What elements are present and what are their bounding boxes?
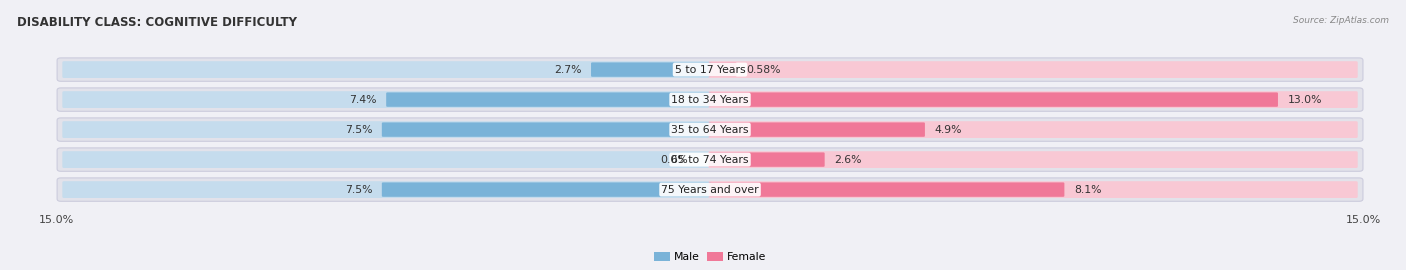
FancyBboxPatch shape xyxy=(62,151,711,168)
Text: 5 to 17 Years: 5 to 17 Years xyxy=(675,65,745,75)
FancyBboxPatch shape xyxy=(591,62,711,77)
Text: 8.1%: 8.1% xyxy=(1074,185,1101,195)
FancyBboxPatch shape xyxy=(709,183,1064,197)
FancyBboxPatch shape xyxy=(709,62,737,77)
FancyBboxPatch shape xyxy=(709,91,1358,108)
Text: 4.9%: 4.9% xyxy=(935,124,962,135)
Text: 75 Years and over: 75 Years and over xyxy=(661,185,759,195)
FancyBboxPatch shape xyxy=(58,58,1362,81)
FancyBboxPatch shape xyxy=(387,92,711,107)
Text: 65 to 74 Years: 65 to 74 Years xyxy=(671,155,749,165)
FancyBboxPatch shape xyxy=(382,183,711,197)
FancyBboxPatch shape xyxy=(62,121,711,138)
Text: DISABILITY CLASS: COGNITIVE DIFFICULTY: DISABILITY CLASS: COGNITIVE DIFFICULTY xyxy=(17,16,297,29)
FancyBboxPatch shape xyxy=(58,118,1362,141)
Text: 0.58%: 0.58% xyxy=(747,65,780,75)
Text: 18 to 34 Years: 18 to 34 Years xyxy=(671,94,749,104)
Text: 7.4%: 7.4% xyxy=(349,94,377,104)
FancyBboxPatch shape xyxy=(62,61,711,78)
FancyBboxPatch shape xyxy=(709,151,1358,168)
Text: 7.5%: 7.5% xyxy=(344,185,373,195)
FancyBboxPatch shape xyxy=(62,91,711,108)
FancyBboxPatch shape xyxy=(58,178,1362,201)
FancyBboxPatch shape xyxy=(709,181,1358,198)
Text: 35 to 64 Years: 35 to 64 Years xyxy=(671,124,749,135)
Text: 7.5%: 7.5% xyxy=(344,124,373,135)
FancyBboxPatch shape xyxy=(709,152,825,167)
FancyBboxPatch shape xyxy=(58,88,1362,111)
Text: 2.7%: 2.7% xyxy=(554,65,582,75)
FancyBboxPatch shape xyxy=(58,148,1362,171)
FancyBboxPatch shape xyxy=(709,121,1358,138)
FancyBboxPatch shape xyxy=(709,92,1278,107)
Text: 2.6%: 2.6% xyxy=(834,155,862,165)
Text: 0.0%: 0.0% xyxy=(661,155,689,165)
Legend: Male, Female: Male, Female xyxy=(650,248,770,267)
Text: 13.0%: 13.0% xyxy=(1288,94,1322,104)
FancyBboxPatch shape xyxy=(62,181,711,198)
FancyBboxPatch shape xyxy=(382,122,711,137)
FancyBboxPatch shape xyxy=(709,122,925,137)
FancyBboxPatch shape xyxy=(709,61,1358,78)
Text: Source: ZipAtlas.com: Source: ZipAtlas.com xyxy=(1294,16,1389,25)
